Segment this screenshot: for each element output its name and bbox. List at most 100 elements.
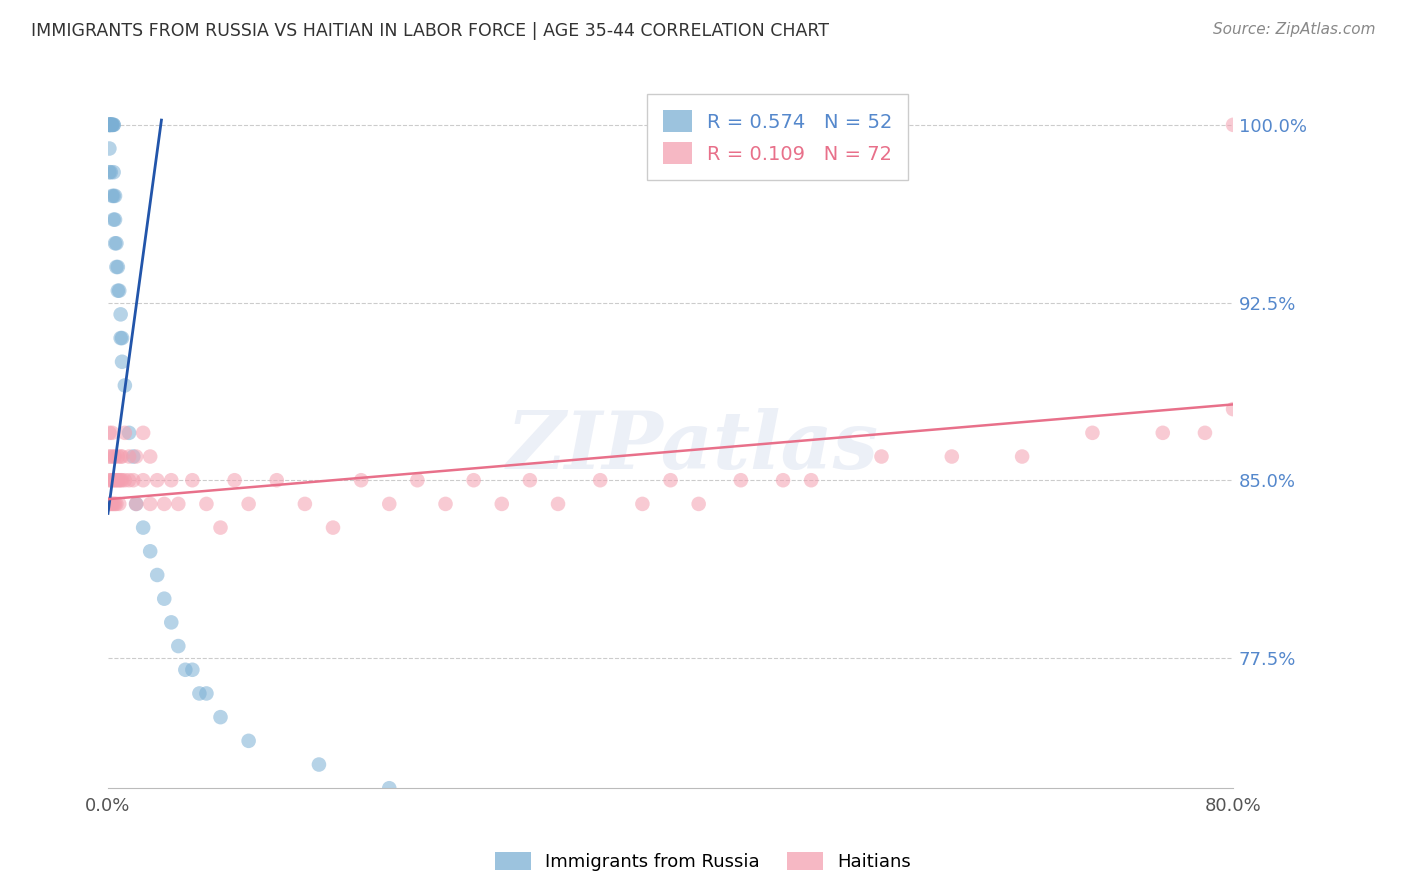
Point <box>1222 118 1244 132</box>
Legend: R = 0.574   N = 52, R = 0.109   N = 72: R = 0.574 N = 52, R = 0.109 N = 72 <box>647 95 908 180</box>
Point <box>463 473 485 487</box>
Point <box>103 450 125 464</box>
Point <box>100 118 122 132</box>
Point <box>100 450 122 464</box>
Point <box>118 473 141 487</box>
Point <box>101 118 124 132</box>
Point <box>103 212 125 227</box>
Point <box>146 568 169 582</box>
Point <box>125 497 148 511</box>
Point <box>631 497 654 511</box>
Point <box>132 520 155 534</box>
Point <box>101 118 124 132</box>
Point <box>122 450 145 464</box>
Point <box>114 378 136 392</box>
Point <box>101 189 124 203</box>
Point <box>104 450 127 464</box>
Point <box>118 450 141 464</box>
Point <box>101 425 124 440</box>
Point <box>238 497 260 511</box>
Point <box>350 473 373 487</box>
Point <box>122 473 145 487</box>
Point <box>104 473 127 487</box>
Point <box>100 497 122 511</box>
Point <box>98 118 121 132</box>
Point <box>153 497 176 511</box>
Point <box>105 473 128 487</box>
Point <box>107 473 129 487</box>
Point <box>98 118 121 132</box>
Point <box>188 686 211 700</box>
Point <box>181 473 204 487</box>
Point <box>100 165 122 179</box>
Point <box>101 473 124 487</box>
Point <box>103 497 125 511</box>
Point <box>209 710 232 724</box>
Point <box>110 307 132 321</box>
Point <box>98 165 121 179</box>
Point <box>110 473 132 487</box>
Point <box>107 260 129 274</box>
Text: IMMIGRANTS FROM RUSSIA VS HAITIAN IN LABOR FORCE | AGE 35-44 CORRELATION CHART: IMMIGRANTS FROM RUSSIA VS HAITIAN IN LAB… <box>31 22 830 40</box>
Point <box>209 520 232 534</box>
Point <box>139 450 162 464</box>
Point <box>98 473 121 487</box>
Point <box>101 118 124 132</box>
Point <box>103 473 125 487</box>
Point <box>167 639 190 653</box>
Point <box>294 497 316 511</box>
Point <box>146 473 169 487</box>
Point <box>105 260 128 274</box>
Point <box>160 473 183 487</box>
Point <box>659 473 682 487</box>
Point <box>104 497 127 511</box>
Point <box>589 473 612 487</box>
Point <box>519 473 541 487</box>
Point <box>114 473 136 487</box>
Point <box>167 497 190 511</box>
Point <box>105 236 128 251</box>
Point <box>98 118 121 132</box>
Legend: Immigrants from Russia, Haitians: Immigrants from Russia, Haitians <box>488 845 918 879</box>
Point <box>118 425 141 440</box>
Point <box>174 663 197 677</box>
Point <box>108 284 131 298</box>
Point <box>266 473 288 487</box>
Point <box>941 450 963 464</box>
Point <box>160 615 183 630</box>
Point <box>98 118 121 132</box>
Point <box>103 118 125 132</box>
Point <box>104 212 127 227</box>
Point <box>434 497 457 511</box>
Point <box>107 450 129 464</box>
Point <box>125 497 148 511</box>
Point <box>100 118 122 132</box>
Point <box>772 473 794 487</box>
Point <box>195 686 218 700</box>
Point <box>98 450 121 464</box>
Point <box>1222 402 1244 417</box>
Point <box>1011 450 1033 464</box>
Point <box>195 497 218 511</box>
Point <box>132 425 155 440</box>
Point <box>110 450 132 464</box>
Point <box>104 189 127 203</box>
Point <box>98 497 121 511</box>
Point <box>125 450 148 464</box>
Point <box>103 189 125 203</box>
Point <box>378 497 401 511</box>
Point <box>107 284 129 298</box>
Point <box>98 142 121 156</box>
Point <box>111 331 134 345</box>
Point <box>870 450 893 464</box>
Point <box>322 520 344 534</box>
Point <box>1152 425 1174 440</box>
Point <box>378 781 401 796</box>
Point <box>139 544 162 558</box>
Text: ZIPatlas: ZIPatlas <box>508 409 879 486</box>
Point <box>111 450 134 464</box>
Point <box>308 757 330 772</box>
Point <box>100 118 122 132</box>
Point <box>1194 425 1216 440</box>
Point <box>101 497 124 511</box>
